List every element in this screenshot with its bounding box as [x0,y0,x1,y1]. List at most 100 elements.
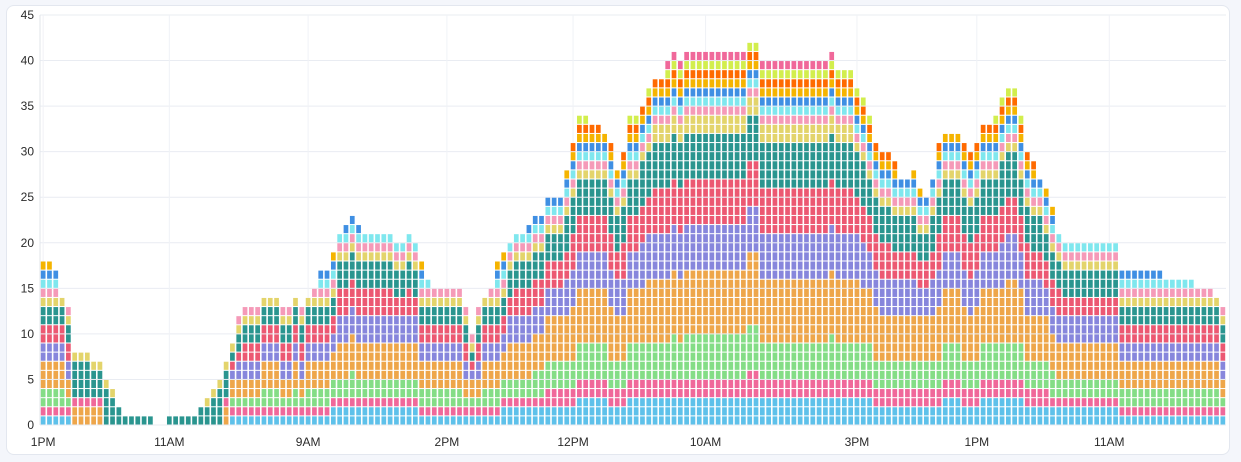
bar-segment[interactable] [949,206,954,215]
bar-segment[interactable] [1151,370,1156,379]
bar-segment[interactable] [602,398,607,407]
bar-segment[interactable] [797,307,803,316]
bar-segment[interactable] [330,389,336,398]
bar-segment[interactable] [59,297,65,307]
bar-segment[interactable] [1144,407,1150,416]
bar-segment[interactable] [766,261,771,270]
bar-segment[interactable] [532,252,538,261]
bar-segment[interactable] [703,206,708,215]
bar-segment[interactable] [873,261,879,270]
bar-segment[interactable] [1170,288,1175,297]
bar-segment[interactable] [911,252,917,261]
bar-segment[interactable] [387,261,393,270]
bar-segment[interactable] [696,288,702,297]
bar-segment[interactable] [532,370,538,379]
bar-segment[interactable] [1163,361,1169,370]
bar-segment[interactable] [312,398,317,407]
bar-segment[interactable] [665,243,671,252]
bar-segment[interactable] [835,370,841,379]
bar-segment[interactable] [589,279,595,288]
bar-segment[interactable] [722,361,727,370]
bar-segment[interactable] [665,79,671,88]
bar-segment[interactable] [766,334,771,343]
bar-segment[interactable] [911,179,917,188]
bar-segment[interactable] [722,370,727,379]
bar-segment[interactable] [1113,325,1118,334]
bar-segment[interactable] [949,225,954,234]
bar-segment[interactable] [854,416,860,425]
bar-segment[interactable] [829,352,835,361]
bar-segment[interactable] [892,389,898,398]
bar-segment[interactable] [911,297,917,307]
bar-segment[interactable] [785,288,790,297]
bar-segment[interactable] [286,316,292,325]
bar-segment[interactable] [690,152,696,161]
bar-segment[interactable] [677,225,683,234]
bar-segment[interactable] [1031,407,1036,416]
bar-segment[interactable] [753,188,759,197]
bar-segment[interactable] [980,152,986,161]
bar-segment[interactable] [728,188,734,197]
bar-segment[interactable] [791,170,797,179]
bar-segment[interactable] [785,88,790,97]
bar-segment[interactable] [595,316,601,325]
bar-segment[interactable] [999,379,1005,389]
bar-segment[interactable] [305,297,311,307]
bar-segment[interactable] [1069,370,1074,379]
bar-segment[interactable] [1037,206,1043,215]
bar-segment[interactable] [343,270,349,279]
bar-segment[interactable] [1119,343,1125,352]
bar-segment[interactable] [772,106,778,115]
bar-segment[interactable] [532,215,538,225]
bar-segment[interactable] [1062,307,1068,316]
bar-segment[interactable] [614,170,620,179]
bar-segment[interactable] [349,361,355,370]
bar-segment[interactable] [406,297,412,307]
bar-segment[interactable] [671,106,677,115]
bar-segment[interactable] [671,88,677,97]
bar-segment[interactable] [652,188,658,197]
bar-segment[interactable] [659,79,664,88]
bar-segment[interactable] [709,97,715,106]
bar-segment[interactable] [759,115,765,124]
bar-segment[interactable] [450,343,456,352]
bar-segment[interactable] [356,407,361,416]
bar-segment[interactable] [1012,133,1018,143]
bar-segment[interactable] [1151,288,1156,297]
bar-segment[interactable] [722,124,727,133]
bar-segment[interactable] [1081,307,1087,316]
bar-segment[interactable] [810,334,816,343]
bar-segment[interactable] [917,416,923,425]
bar-segment[interactable] [570,288,576,297]
bar-segment[interactable] [1182,370,1188,379]
bar-segment[interactable] [772,152,778,161]
bar-segment[interactable] [589,352,595,361]
bar-segment[interactable] [595,416,601,425]
bar-segment[interactable] [640,307,645,316]
bar-segment[interactable] [677,133,683,143]
bar-segment[interactable] [419,389,425,398]
bar-segment[interactable] [734,261,740,270]
bar-segment[interactable] [829,170,835,179]
bar-segment[interactable] [394,252,399,261]
bar-segment[interactable] [823,288,828,297]
bar-segment[interactable] [286,389,292,398]
bar-segment[interactable] [860,133,866,143]
bar-segment[interactable] [362,325,368,334]
bar-segment[interactable] [873,307,879,316]
bar-segment[interactable] [684,152,689,161]
bar-segment[interactable] [570,161,576,170]
bar-segment[interactable] [545,225,551,234]
bar-segment[interactable] [917,407,923,416]
bar-segment[interactable] [1012,379,1018,389]
bar-segment[interactable] [1220,361,1226,370]
bar-segment[interactable] [1170,297,1175,307]
bar-segment[interactable] [1088,389,1093,398]
bar-segment[interactable] [1188,370,1194,379]
bar-segment[interactable] [551,261,557,270]
bar-segment[interactable] [722,170,727,179]
bar-segment[interactable] [318,361,324,370]
bar-segment[interactable] [1088,361,1093,370]
bar-segment[interactable] [942,188,948,197]
bar-segment[interactable] [1094,316,1100,325]
